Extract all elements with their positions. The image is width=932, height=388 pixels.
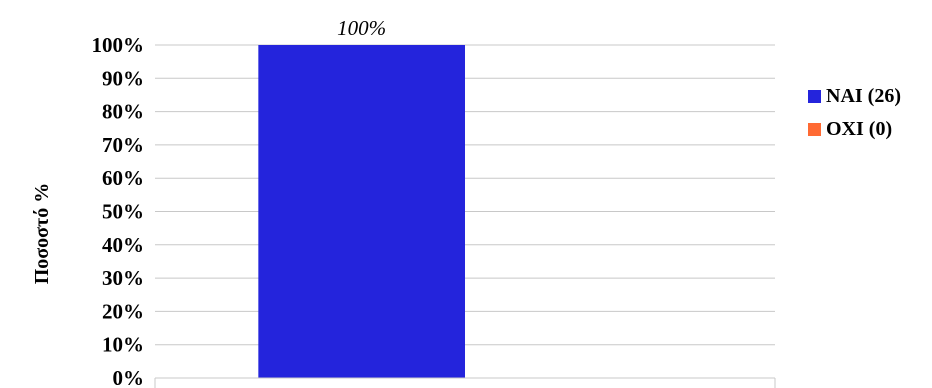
legend-swatch	[808, 123, 821, 136]
y-axis-label: Ποσοστό %	[31, 183, 53, 285]
y-axis-ticks: 0% 10% 20% 30% 40% 50% 60% 70% 80% 90% 100%	[92, 33, 145, 388]
legend-item: NAI (26)	[808, 80, 901, 113]
y-tick-label: 70%	[102, 133, 144, 157]
y-tick-label: 90%	[102, 66, 144, 90]
legend-swatch	[808, 90, 821, 103]
y-tick-label: 80%	[102, 100, 144, 124]
data-label: 100%	[337, 16, 386, 40]
bar-0	[258, 45, 465, 378]
y-tick-label: 30%	[102, 266, 144, 290]
bars	[258, 45, 465, 378]
legend-label: NAI (26)	[826, 85, 901, 107]
y-tick-label: 10%	[102, 333, 144, 357]
y-tick-label: 100%	[92, 33, 145, 57]
y-tick-label: 40%	[102, 233, 144, 257]
y-tick-label: 0%	[113, 366, 145, 388]
legend-item: OXI (0)	[808, 113, 901, 146]
y-tick-label: 60%	[102, 166, 144, 190]
y-tick-label: 20%	[102, 299, 144, 323]
y-tick-label: 50%	[102, 200, 144, 224]
data-labels: 100%	[337, 16, 386, 40]
legend-label: OXI (0)	[826, 118, 893, 140]
legend: NAI (26) OXI (0)	[808, 80, 901, 146]
